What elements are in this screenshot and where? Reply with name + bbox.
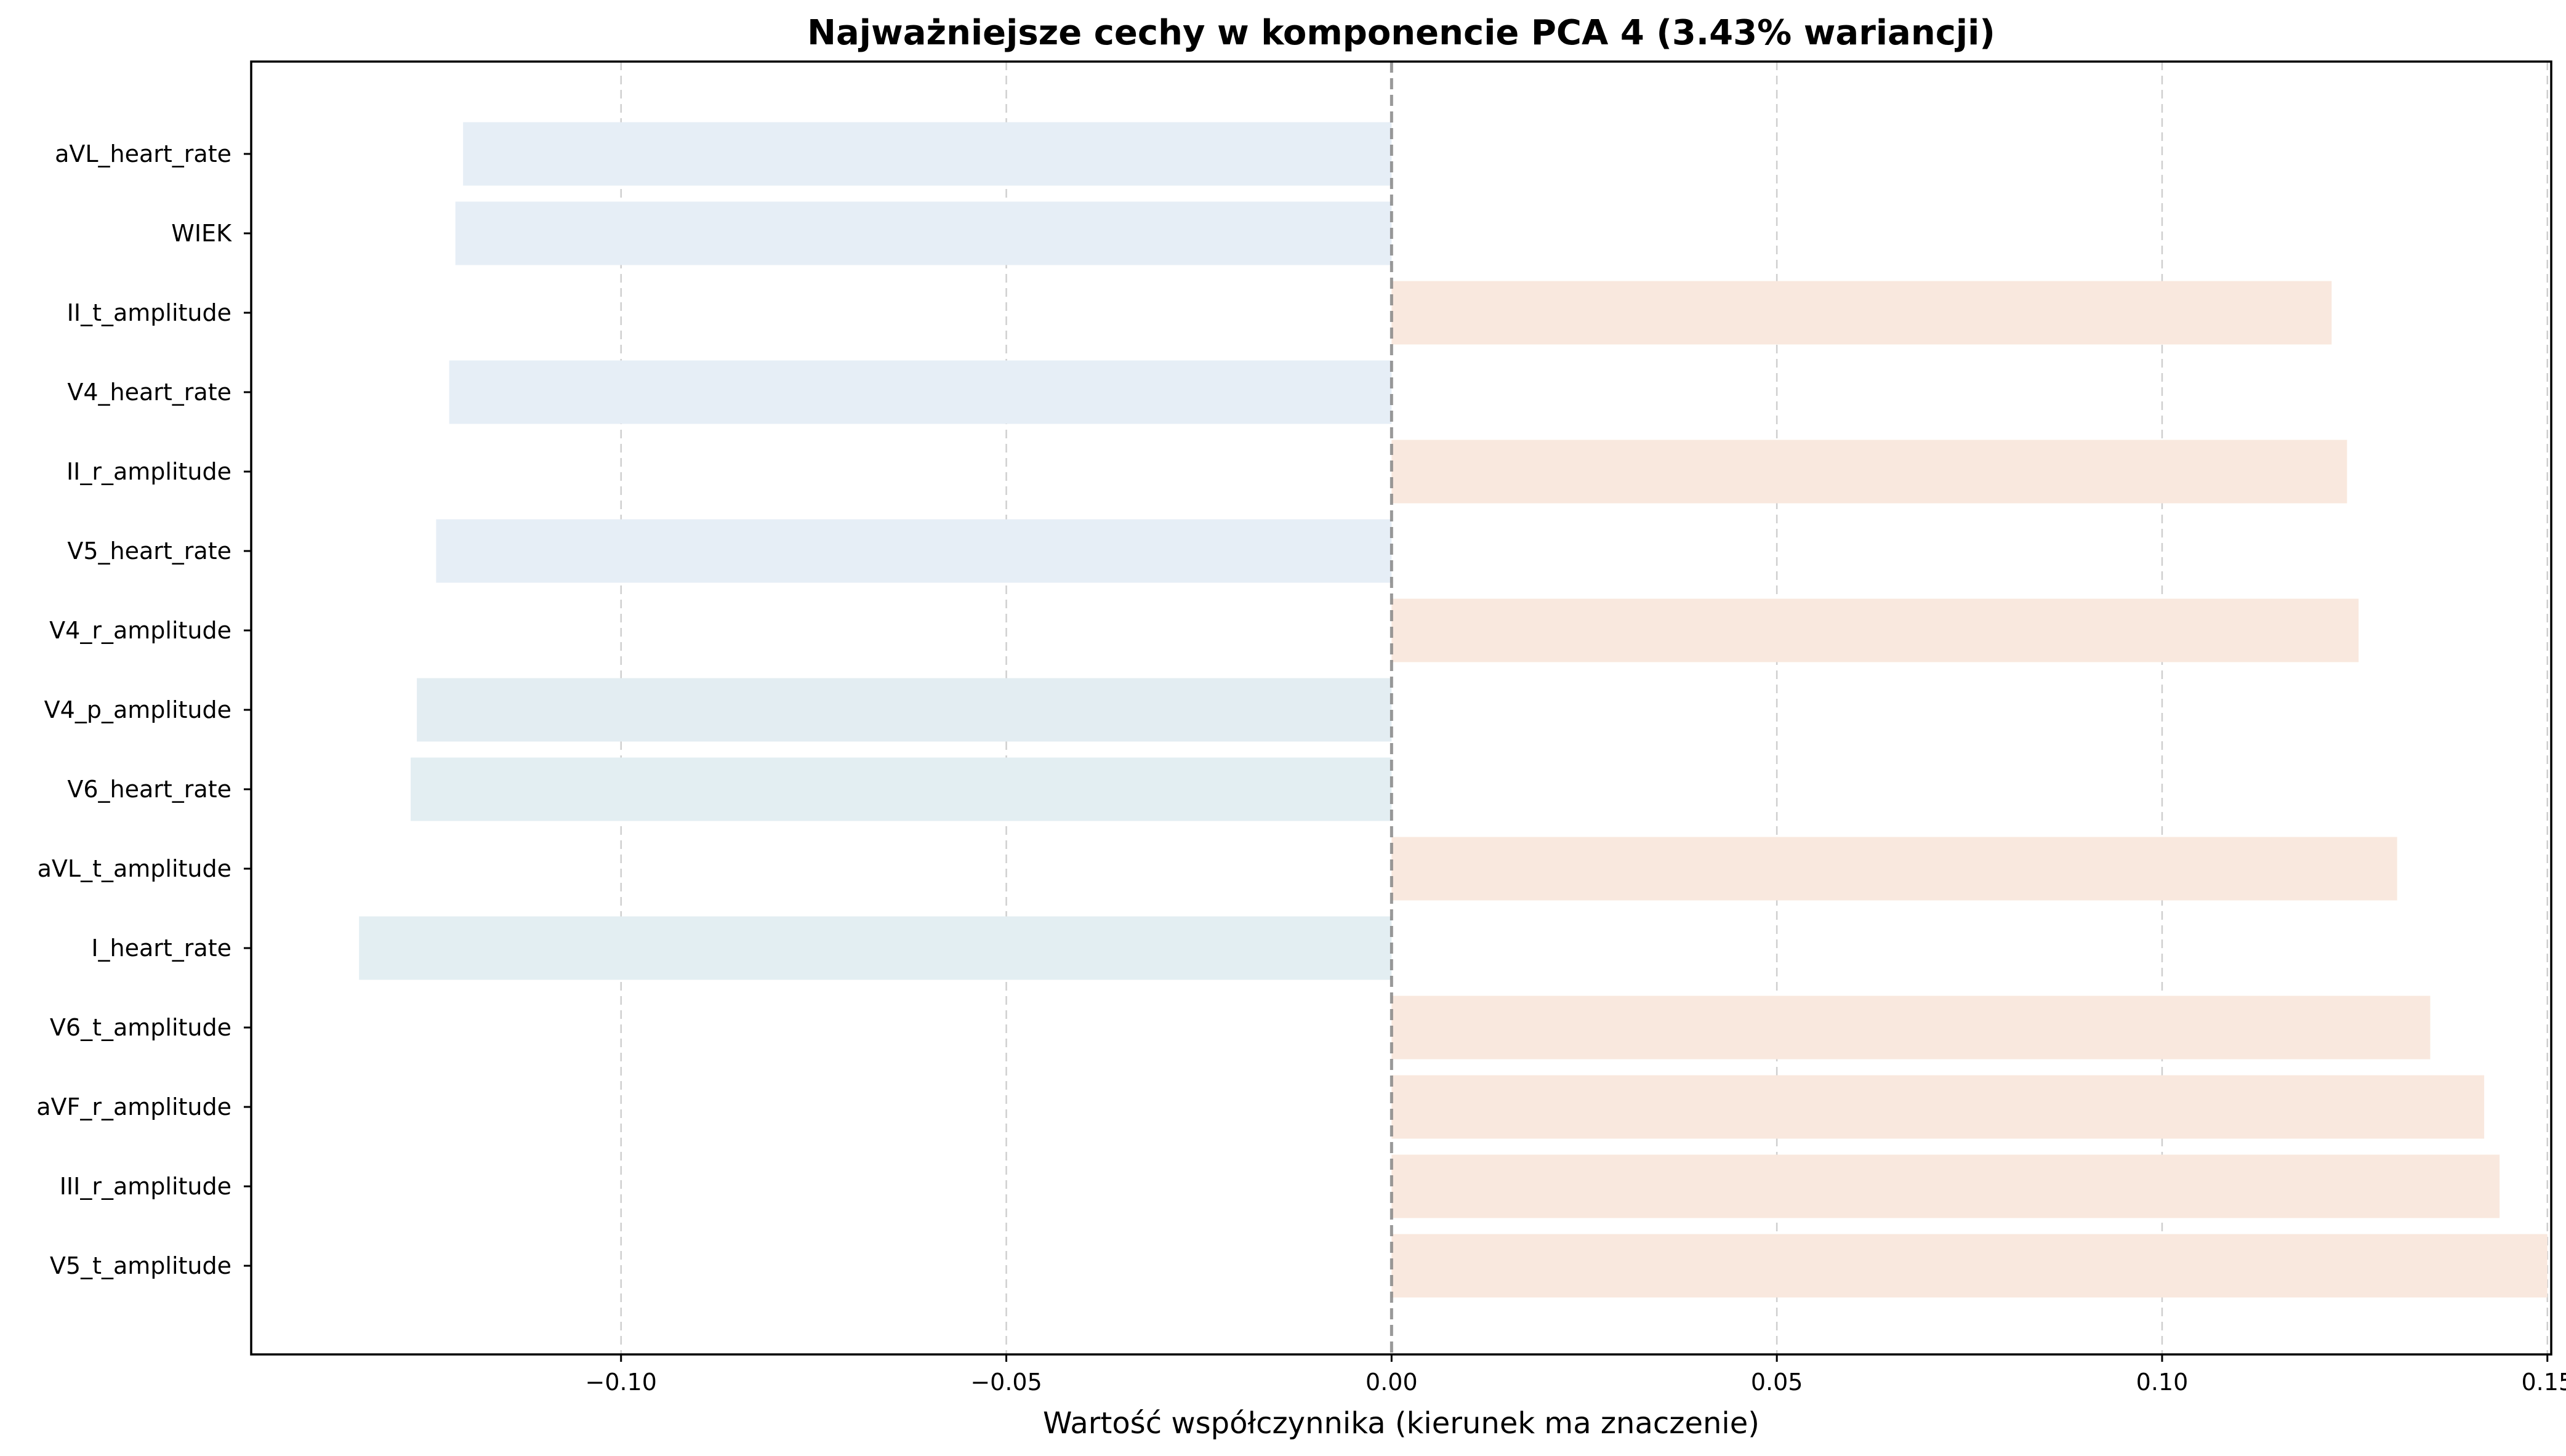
y-tick-label: V4_p_amplitude bbox=[44, 696, 231, 723]
x-tick-label: −0.05 bbox=[970, 1369, 1042, 1396]
bar-II_r_amplitude bbox=[1391, 440, 2347, 504]
bar-V4_p_amplitude bbox=[417, 678, 1392, 742]
y-tick-label: WIEK bbox=[171, 220, 232, 247]
bar-I_heart_rate bbox=[359, 916, 1392, 980]
bar-aVF_r_amplitude bbox=[1391, 1075, 2485, 1139]
x-tick-label: −0.10 bbox=[585, 1369, 657, 1396]
y-tick-label: V4_heart_rate bbox=[67, 379, 231, 406]
bars bbox=[359, 122, 2548, 1298]
bar-aVL_heart_rate bbox=[463, 122, 1392, 186]
x-tick-label: 0.10 bbox=[2136, 1369, 2189, 1396]
y-tick-label: V6_t_amplitude bbox=[50, 1014, 231, 1041]
x-tick-label: 0.15 bbox=[2521, 1369, 2566, 1396]
bar-V4_r_amplitude bbox=[1391, 598, 2359, 662]
y-tick-label: I_heart_rate bbox=[91, 935, 231, 962]
y-tick-label: aVL_heart_rate bbox=[55, 140, 231, 167]
bar-V5_heart_rate bbox=[436, 519, 1392, 583]
bar-II_t_amplitude bbox=[1391, 281, 2332, 345]
x-axis-ticks: −0.10 −0.05 0.00 0.05 0.10 0.15 bbox=[585, 1354, 2566, 1396]
y-tick-label: V6_heart_rate bbox=[67, 776, 231, 803]
x-tick-label: 0.05 bbox=[1751, 1369, 1803, 1396]
y-tick-label: V5_heart_rate bbox=[67, 537, 231, 565]
bar-WIEK bbox=[455, 201, 1392, 265]
bar-III_r_amplitude bbox=[1391, 1154, 2500, 1218]
chart-title: Najważniejsze cechy w komponencie PCA 4 … bbox=[807, 13, 1995, 53]
x-axis-label: Wartość współczynnika (kierunek ma znacz… bbox=[1043, 1406, 1760, 1441]
y-tick-label: aVF_r_amplitude bbox=[36, 1093, 231, 1120]
bar-V6_heart_rate bbox=[411, 757, 1392, 821]
bar-V4_heart_rate bbox=[449, 360, 1392, 424]
y-axis-ticks: aVL_heart_rate WIEK II_t_amplitude V4_heart… bbox=[36, 140, 251, 1279]
y-tick-label: II_r_amplitude bbox=[66, 458, 231, 485]
y-tick-label: V4_r_amplitude bbox=[49, 617, 231, 644]
y-tick-label: aVL_t_amplitude bbox=[38, 855, 231, 882]
bar-V5_t_amplitude bbox=[1391, 1234, 2548, 1298]
grid-lines bbox=[620, 62, 2548, 1354]
axes-frame bbox=[250, 60, 2552, 1356]
bar-aVL_t_amplitude bbox=[1391, 837, 2397, 901]
bar-V6_t_amplitude bbox=[1391, 995, 2431, 1060]
y-tick-label: III_r_amplitude bbox=[60, 1173, 231, 1200]
x-tick-label: 0.00 bbox=[1365, 1369, 1418, 1396]
y-tick-label: V5_t_amplitude bbox=[50, 1252, 231, 1279]
y-tick-label: II_t_amplitude bbox=[67, 299, 231, 326]
